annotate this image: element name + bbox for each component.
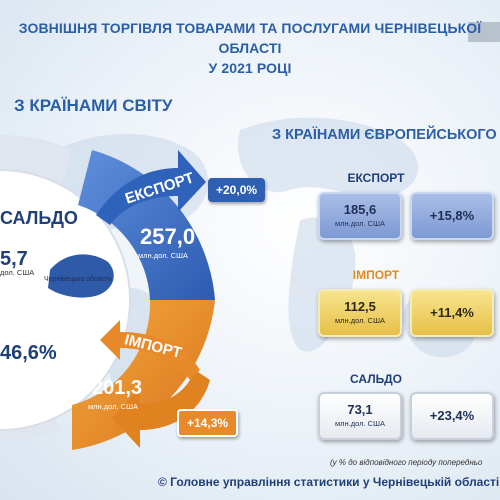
saldo-label: САЛЬДО [0,208,78,229]
region-label: Чернівецька область [44,276,112,283]
import-unit: млн.дол. США [88,402,138,411]
eu-import-change-card: +11,4% [410,289,494,337]
import-value: 201,3 [92,377,142,400]
period-note: (у % до відповідного періоду попередньо [330,458,482,467]
import-change-badge: +14,3% [177,409,238,437]
eu-export-value: 185,6 [320,194,400,217]
export-unit: млн.дол. США [138,251,188,260]
eu-export-change-card: +15,8% [410,192,494,240]
eu-import-unit: млн.дол. США [320,316,400,325]
export-value: 257,0 [140,224,195,250]
eu-saldo-value-card: 73,1 млн.дол. США [318,392,402,440]
eu-export-change: +15,8% [412,194,492,223]
eu-saldo-change-card: +23,4% [410,392,494,440]
export-change-badge: +20,0% [208,178,265,202]
eu-saldo-heading: САЛЬДО [296,372,456,386]
eu-import-heading: ІМПОРТ [296,268,456,282]
eu-saldo-unit: млн.дол. США [320,419,400,428]
eu-export-heading: ЕКСПОРТ [296,171,456,185]
eu-import-value-card: 112,5 млн.дол. США [318,289,402,337]
source-footer: © Головне управління статистики у Чернів… [158,475,500,489]
eu-import-change: +11,4% [412,291,492,320]
saldo-percent: 46,6% [0,342,57,365]
eu-saldo-change: +23,4% [412,394,492,423]
eu-export-unit: млн.дол. США [320,219,400,228]
eu-saldo-value: 73,1 [320,394,400,417]
eu-export-value-card: 185,6 млн.дол. США [318,192,402,240]
saldo-unit: дол. США [0,268,34,277]
eu-import-value: 112,5 [320,291,400,314]
